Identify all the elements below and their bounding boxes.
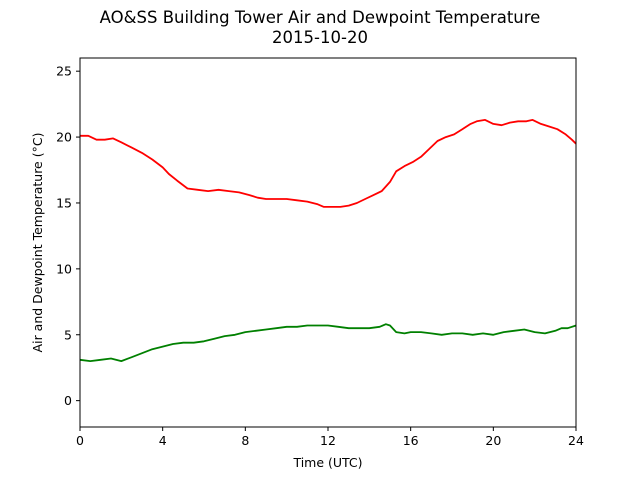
y-tick-label: 5 [64, 327, 72, 342]
x-tick-label: 4 [159, 433, 167, 448]
x-tick-label: 8 [241, 433, 249, 448]
y-tick-label: 10 [56, 261, 72, 276]
y-tick-label: 25 [56, 64, 72, 79]
series-line-1 [79, 323, 577, 363]
x-axis: 0 4 8 12 16 20 24 [76, 427, 584, 448]
y-axis: 0 5 10 15 20 25 [56, 64, 80, 408]
series-line-0 [80, 119, 577, 208]
x-tick-label: 20 [485, 433, 501, 448]
y-tick-label: 20 [56, 130, 72, 145]
chart-subtitle: 2015-10-20 [272, 28, 368, 47]
y-tick-label: 15 [56, 195, 72, 210]
chart-title: AO&SS Building Tower Air and Dewpoint Te… [99, 8, 541, 27]
plot-frame [79, 57, 577, 428]
x-axis-label: Time (UTC) [292, 455, 362, 470]
x-tick-label: 16 [403, 433, 419, 448]
y-tick-label: 0 [64, 393, 72, 408]
x-tick-label: 12 [320, 433, 336, 448]
x-tick-label: 0 [76, 433, 84, 448]
y-axis-label: Air and Dewpoint Temperature (°C) [30, 133, 45, 353]
x-tick-label: 24 [568, 433, 584, 448]
series-layer [79, 119, 577, 363]
